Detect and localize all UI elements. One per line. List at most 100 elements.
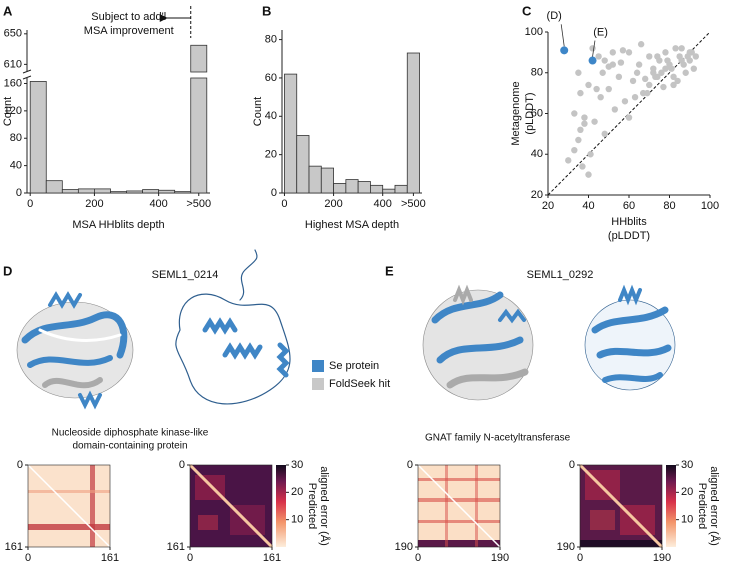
point bbox=[615, 73, 623, 81]
x-tick-label: 60 bbox=[623, 200, 635, 212]
x-tick-label: 20 bbox=[542, 200, 554, 212]
heatmap-frame bbox=[189, 464, 273, 548]
point bbox=[631, 94, 639, 101]
point bbox=[581, 120, 588, 127]
annotation-line bbox=[592, 40, 596, 57]
x-tick-label: >500 bbox=[401, 198, 426, 210]
x-axis-label: MSA HHblits depth bbox=[72, 219, 164, 231]
point bbox=[575, 136, 582, 144]
x-tick-label: 0 bbox=[187, 552, 193, 563]
point bbox=[670, 73, 677, 81]
point bbox=[637, 41, 645, 48]
x-axis-label: HHblits bbox=[611, 216, 647, 228]
colorbar-tick-label: 30 bbox=[681, 459, 693, 471]
colorbar-tick-label: 20 bbox=[291, 486, 303, 498]
colorbar-tick-label: 10 bbox=[291, 514, 303, 526]
x-tick-label: 0 bbox=[577, 552, 583, 563]
x-axis-label: (pLDDT) bbox=[608, 230, 650, 242]
bar bbox=[61, 189, 79, 194]
point bbox=[642, 75, 649, 83]
point bbox=[560, 46, 569, 55]
description: Nucleoside diphosphate kinase-like bbox=[52, 428, 209, 439]
x-tick-label: 40 bbox=[582, 200, 594, 212]
point bbox=[571, 146, 578, 154]
point bbox=[678, 45, 685, 52]
x-tick-label: 190 bbox=[653, 552, 671, 563]
y-tick-label: 40 bbox=[265, 110, 277, 122]
bar bbox=[394, 184, 408, 194]
point bbox=[621, 98, 629, 105]
bar bbox=[296, 135, 310, 194]
bar bbox=[110, 191, 127, 194]
y-tick-label: 161 bbox=[5, 541, 23, 553]
x-tick-label: 200 bbox=[85, 198, 103, 210]
point bbox=[644, 89, 651, 97]
point bbox=[581, 114, 588, 121]
point bbox=[605, 85, 612, 93]
point bbox=[605, 63, 612, 70]
panel-letter: B bbox=[262, 3, 271, 18]
bar bbox=[174, 191, 192, 194]
annotation-text: (D) bbox=[547, 10, 562, 22]
bar bbox=[126, 190, 143, 194]
legend-label: FoldSeek hit bbox=[329, 378, 390, 390]
protein-structure-e bbox=[422, 284, 534, 401]
annotation-text: (E) bbox=[593, 26, 608, 38]
point bbox=[662, 49, 669, 56]
bar bbox=[158, 189, 176, 194]
y-tick-label: 80 bbox=[10, 132, 22, 144]
y-tick-label: 0 bbox=[407, 459, 413, 471]
y-tick-label: 0 bbox=[16, 187, 22, 199]
y-tick-label: 160 bbox=[4, 77, 22, 89]
x-tick-label: 0 bbox=[281, 198, 287, 210]
point bbox=[601, 130, 608, 138]
y-tick-label: 120 bbox=[4, 105, 22, 117]
bar bbox=[308, 165, 322, 194]
x-tick-label: 0 bbox=[415, 552, 421, 563]
heatmap-frame bbox=[579, 464, 663, 548]
y-tick-label: 40 bbox=[531, 148, 543, 160]
point bbox=[588, 56, 597, 65]
point bbox=[658, 69, 665, 76]
point bbox=[654, 53, 661, 60]
legend-label: Se protein bbox=[329, 360, 379, 372]
point bbox=[664, 57, 671, 64]
annotation-text: Subject to add'l bbox=[91, 11, 166, 23]
y-tick-label: 610 bbox=[4, 58, 22, 70]
y-axis-label: (pLDDT) bbox=[524, 92, 536, 134]
bar bbox=[357, 181, 371, 194]
point bbox=[585, 81, 592, 89]
y-tick-label: 190 bbox=[557, 541, 575, 553]
point bbox=[619, 47, 627, 54]
point bbox=[577, 89, 584, 97]
point bbox=[682, 69, 689, 76]
panel-letter: A bbox=[3, 3, 13, 18]
x-tick-label: 100 bbox=[701, 200, 719, 212]
x-tick-label: 400 bbox=[374, 198, 392, 210]
x-axis-label: Highest MSA depth bbox=[305, 219, 399, 231]
panel-title: SEML1_0214 bbox=[152, 269, 219, 281]
legend-swatch bbox=[312, 360, 324, 372]
point bbox=[609, 49, 616, 56]
point bbox=[593, 85, 600, 93]
x-tick-label: 190 bbox=[491, 552, 509, 563]
axis-break bbox=[22, 69, 32, 80]
panel-letter: D bbox=[3, 263, 12, 278]
bar bbox=[382, 188, 396, 194]
colorbar-label: Predicted bbox=[696, 483, 708, 529]
protein-structure-e-predicted bbox=[584, 284, 676, 391]
point bbox=[579, 163, 586, 170]
point bbox=[565, 157, 572, 164]
point bbox=[635, 61, 643, 68]
protein-structure-d bbox=[16, 291, 134, 410]
pae-heatmap-e-predicted bbox=[578, 463, 664, 549]
y-tick-label: 20 bbox=[265, 149, 277, 161]
bar bbox=[190, 77, 208, 194]
x-tick-label: 400 bbox=[149, 198, 167, 210]
point bbox=[591, 118, 598, 125]
point bbox=[599, 69, 606, 76]
y-tick-label: 60 bbox=[265, 72, 277, 84]
pae-heatmap-e-foldseek bbox=[417, 464, 501, 548]
point bbox=[595, 53, 602, 60]
annotation-text: MSA improvement bbox=[84, 25, 174, 37]
